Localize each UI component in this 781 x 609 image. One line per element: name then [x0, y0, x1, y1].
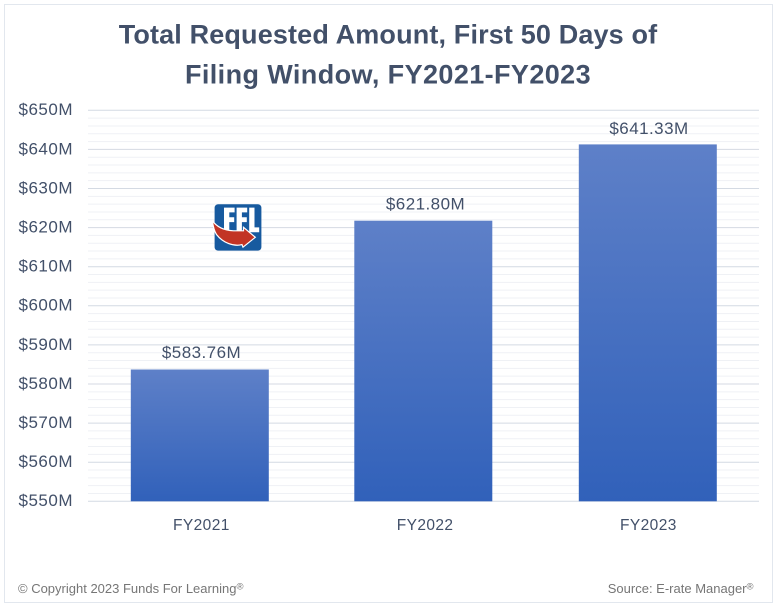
svg-text:$640M: $640M [19, 139, 73, 158]
svg-text:FY2023: FY2023 [620, 517, 677, 534]
svg-text:$580M: $580M [19, 374, 73, 393]
svg-text:$570M: $570M [19, 413, 73, 432]
svg-text:FY2022: FY2022 [397, 517, 454, 534]
svg-text:$583.76M: $583.76M [162, 343, 241, 362]
svg-text:Source: E-rate Manager®: Source: E-rate Manager® [608, 581, 754, 596]
svg-text:FY2021: FY2021 [173, 517, 230, 534]
svg-text:$621.80M: $621.80M [386, 194, 465, 213]
svg-text:Filing Window, FY2021-FY2023: Filing Window, FY2021-FY2023 [185, 60, 591, 90]
svg-text:Total Requested Amount, First: Total Requested Amount, First 50 Days of [119, 20, 658, 50]
svg-text:$641.33M: $641.33M [609, 119, 688, 138]
svg-text:© Copyright 2023 Funds For Lea: © Copyright 2023 Funds For Learning® [18, 581, 243, 596]
svg-text:$650M: $650M [19, 100, 73, 119]
svg-text:$600M: $600M [19, 296, 73, 315]
svg-text:$630M: $630M [19, 178, 73, 197]
svg-text:$590M: $590M [19, 335, 73, 354]
svg-text:$610M: $610M [19, 257, 73, 276]
svg-text:$620M: $620M [19, 218, 73, 237]
svg-text:$550M: $550M [19, 491, 73, 510]
svg-text:$560M: $560M [19, 452, 73, 471]
